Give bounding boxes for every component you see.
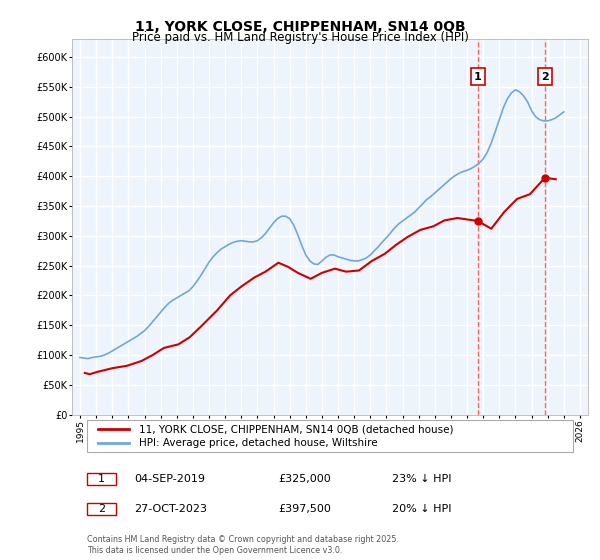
Text: HPI: Average price, detached house, Wiltshire: HPI: Average price, detached house, Wilt… — [139, 438, 378, 448]
Text: 11, YORK CLOSE, CHIPPENHAM, SN14 0QB: 11, YORK CLOSE, CHIPPENHAM, SN14 0QB — [134, 20, 466, 34]
Text: Contains HM Land Registry data © Crown copyright and database right 2025.
This d: Contains HM Land Registry data © Crown c… — [88, 535, 400, 555]
Text: £325,000: £325,000 — [278, 474, 331, 484]
Text: 2: 2 — [98, 503, 105, 514]
Text: 27-OCT-2023: 27-OCT-2023 — [134, 503, 207, 514]
Text: 2: 2 — [541, 72, 549, 82]
Text: Price paid vs. HM Land Registry's House Price Index (HPI): Price paid vs. HM Land Registry's House … — [131, 31, 469, 44]
Text: £397,500: £397,500 — [278, 503, 331, 514]
FancyBboxPatch shape — [88, 502, 116, 515]
Text: 11, YORK CLOSE, CHIPPENHAM, SN14 0QB (detached house): 11, YORK CLOSE, CHIPPENHAM, SN14 0QB (de… — [139, 424, 454, 434]
Text: 23% ↓ HPI: 23% ↓ HPI — [392, 474, 451, 484]
FancyBboxPatch shape — [88, 420, 572, 452]
FancyBboxPatch shape — [88, 473, 116, 485]
Text: 04-SEP-2019: 04-SEP-2019 — [134, 474, 205, 484]
Text: 1: 1 — [474, 72, 482, 82]
Text: 20% ↓ HPI: 20% ↓ HPI — [392, 503, 451, 514]
Text: 1: 1 — [98, 474, 105, 484]
